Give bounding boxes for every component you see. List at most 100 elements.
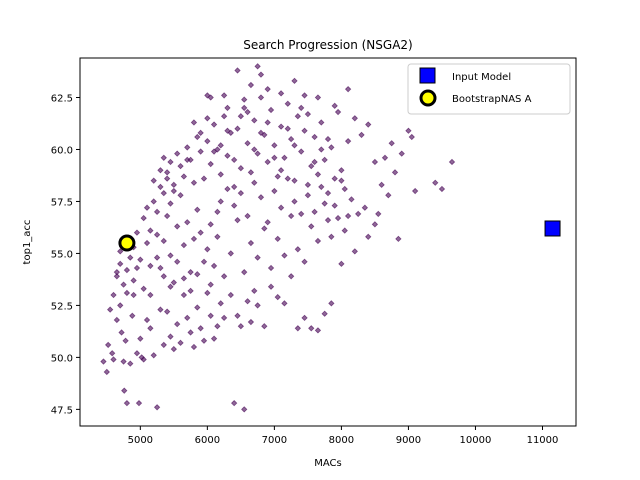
scatter-point xyxy=(314,237,322,245)
scatter-point xyxy=(277,123,285,130)
scatter-point xyxy=(217,142,224,149)
scatter-point xyxy=(174,258,181,265)
scatter-point xyxy=(328,144,335,151)
scatter-point xyxy=(294,246,302,253)
y-tick-label: 52.5 xyxy=(51,301,73,312)
scatter-point xyxy=(153,254,161,261)
scatter-point xyxy=(207,281,214,288)
scatter-point xyxy=(147,227,154,234)
scatter-point xyxy=(110,356,117,363)
scatter-point xyxy=(150,198,157,205)
legend-box xyxy=(407,63,571,115)
scatter-point xyxy=(210,148,218,155)
x-tick-label: 11000 xyxy=(527,435,559,446)
scatter-point xyxy=(321,156,328,164)
scatter-point xyxy=(147,325,154,332)
scatter-point xyxy=(341,185,348,193)
scatter-point xyxy=(184,144,191,151)
scatter-point xyxy=(167,333,174,340)
scatter-point xyxy=(234,312,241,319)
scatter-point xyxy=(241,406,248,413)
scatter-point xyxy=(351,248,358,255)
x-tick-label: 9000 xyxy=(396,435,421,446)
scatter-point xyxy=(344,137,352,145)
scatter-point xyxy=(324,189,332,197)
scatter-point xyxy=(150,352,157,359)
scatter-point xyxy=(200,258,208,265)
scatter-point xyxy=(197,229,204,236)
scatter-point xyxy=(267,106,275,114)
x-tick-label: 10000 xyxy=(460,435,492,446)
scatter-point xyxy=(251,287,258,295)
chart-title: Search Progression (NSGA2) xyxy=(243,38,412,52)
scatter-point xyxy=(118,329,125,336)
scatter-point xyxy=(220,113,228,120)
scatter-point xyxy=(291,198,298,205)
scatter-point xyxy=(197,129,204,137)
y-tick-label: 60.0 xyxy=(51,145,73,156)
scatter-point xyxy=(338,167,345,174)
scatter-point xyxy=(264,86,271,93)
scatter-point xyxy=(122,337,129,344)
scatter-point xyxy=(130,277,137,284)
scatter-point xyxy=(170,345,178,353)
data-points xyxy=(100,63,561,413)
scatter-point xyxy=(163,212,171,220)
scatter-point xyxy=(143,316,151,324)
scatter-point xyxy=(227,250,234,257)
scatter-point xyxy=(351,115,358,122)
scatter-point xyxy=(251,146,258,153)
scatter-point xyxy=(204,246,211,253)
scatter-point xyxy=(358,131,365,139)
scatter-point xyxy=(210,262,218,270)
scatter-point xyxy=(287,135,295,143)
scatter-point xyxy=(318,119,325,126)
scatter-point xyxy=(167,158,174,166)
scatter-point xyxy=(204,115,211,122)
scatter-point xyxy=(281,154,288,161)
scatter-point xyxy=(121,387,128,394)
scatter-point xyxy=(180,275,188,282)
scatter-point xyxy=(408,133,415,141)
scatter-point xyxy=(220,92,228,99)
scatter-point xyxy=(113,316,121,324)
scatter-point xyxy=(140,214,147,222)
scatter-point xyxy=(157,264,164,272)
scatter-point xyxy=(163,169,171,176)
y-tick-label: 57.5 xyxy=(51,197,73,208)
scatter-point xyxy=(311,158,318,166)
scatter-point xyxy=(311,208,318,216)
scatter-point xyxy=(405,127,412,134)
scatter-point xyxy=(308,325,315,332)
scatter-point xyxy=(328,300,335,307)
scatter-point xyxy=(254,150,261,157)
scatter-point xyxy=(135,399,143,407)
scatter-point xyxy=(274,173,281,180)
legend: Input Model BootstrapNAS A xyxy=(407,63,571,115)
scatter-point xyxy=(230,202,238,209)
scatter-point xyxy=(381,154,389,161)
scatter-point xyxy=(103,368,110,376)
scatter-point xyxy=(127,254,134,261)
scatter-point xyxy=(388,140,395,147)
scatter-point xyxy=(271,142,278,149)
scatter-point xyxy=(214,323,221,330)
scatter-point xyxy=(129,312,136,319)
scatter-point xyxy=(304,192,312,199)
scatter-point xyxy=(160,237,167,245)
scatter-point xyxy=(127,360,134,367)
scatter-point xyxy=(106,306,114,313)
scatter-point xyxy=(214,208,221,216)
scatter-point xyxy=(200,175,208,182)
scatter-point xyxy=(180,173,188,180)
scatter-point xyxy=(311,133,318,141)
scatter-point xyxy=(391,169,399,176)
scatter-point xyxy=(338,260,345,267)
scatter-point xyxy=(143,204,151,211)
scatter-point xyxy=(331,175,338,182)
scatter-point xyxy=(153,404,161,411)
scatter-point xyxy=(177,162,184,170)
scatter-point xyxy=(157,183,164,191)
scatter-point xyxy=(247,239,255,247)
